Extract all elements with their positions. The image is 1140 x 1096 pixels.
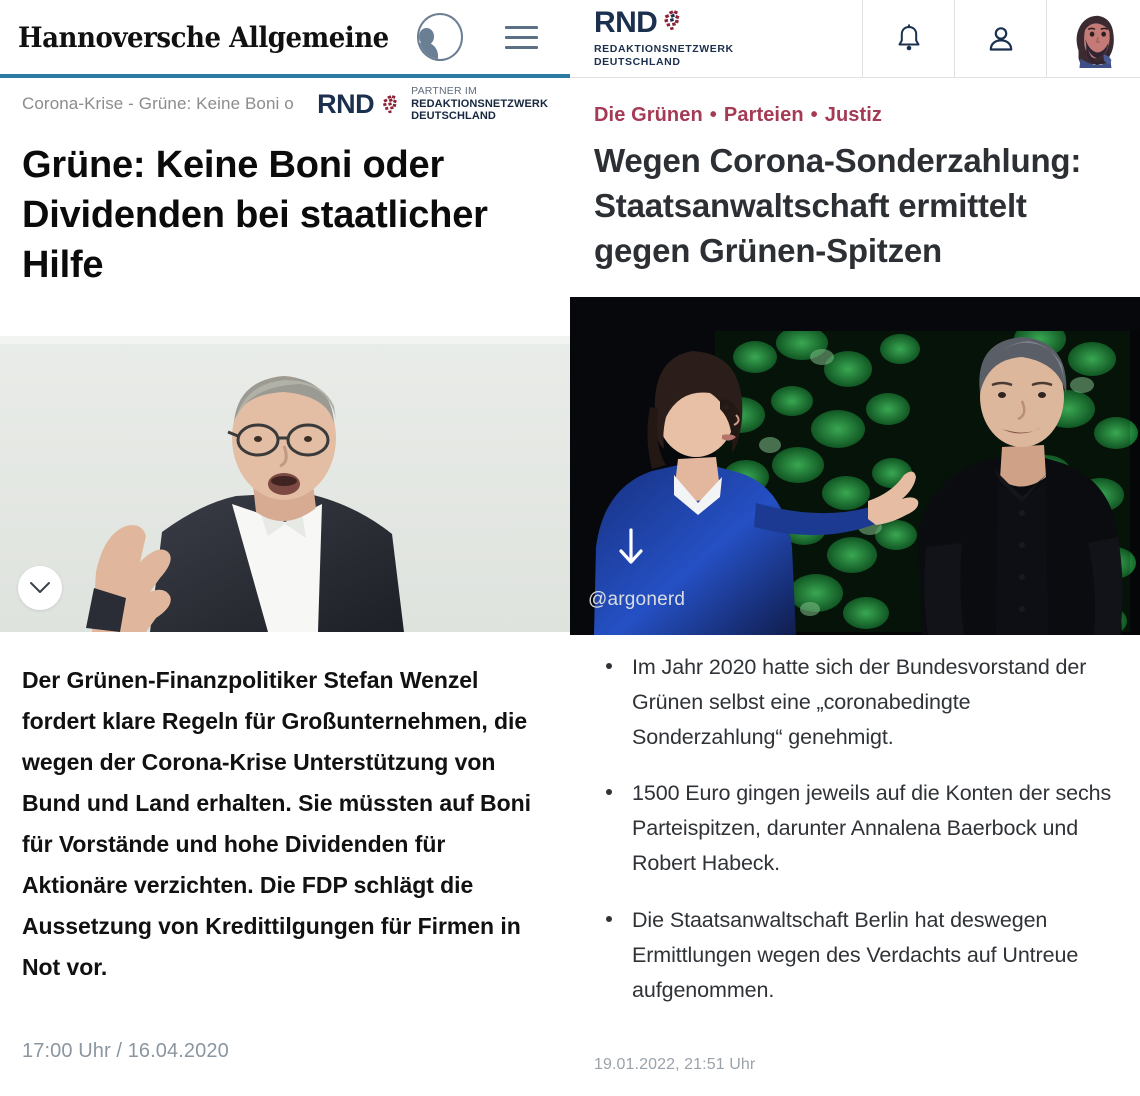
rnd-logo[interactable]: RND	[570, 0, 862, 77]
partner-line-2: REDAKTIONSNETZWERK	[411, 97, 548, 110]
ha-kicker-row: Corona-Krise - Grüne: Keine Boni o RND	[0, 78, 570, 134]
partner-line-3: DEUTSCHLAND	[411, 110, 496, 123]
account-button[interactable]	[954, 0, 1046, 77]
burger-line-3	[505, 45, 538, 49]
image-watermark: @argonerd	[588, 589, 686, 610]
list-item: Die Staatsanwaltschaft Berlin hat desweg…	[600, 903, 1118, 1007]
list-item: 1500 Euro gingen jeweils auf die Konten …	[600, 776, 1118, 880]
rnd-logo-subtitle: REDAKTIONSNETZWERK DEUTSCHLAND	[594, 43, 734, 69]
partner-text-block: PARTNER IM REDAKTIONSNETZWERK DEUTSCHLAN…	[411, 85, 548, 123]
page-title: Wegen Corona-Sonderzahlung: Staatsanwalt…	[594, 142, 1082, 269]
rnd-sub-line-2: DEUTSCHLAND	[594, 56, 681, 68]
rnd-logo-top: RND	[594, 5, 734, 39]
breadcrumb-separator-0: •	[709, 104, 717, 126]
rnd-wordmark: RND	[594, 5, 658, 39]
article-teaser: Der Grünen-Finanzpolitiker Stefan Wenzel…	[22, 667, 531, 980]
article-timestamp: 17:00 Uhr / 16.04.2020	[22, 1040, 229, 1062]
notifications-button[interactable]	[862, 0, 954, 77]
breadcrumb-separator-1: •	[810, 104, 818, 126]
hamburger-menu-icon[interactable]	[505, 25, 538, 49]
burger-line-1	[505, 25, 538, 29]
breadcrumb-item-2[interactable]: Justiz	[824, 104, 883, 126]
ha-logo[interactable]: Hannoversche Allgemeine	[18, 20, 389, 54]
article-timestamp: 19.01.2022, 21:51 Uhr	[594, 1056, 756, 1073]
rnd-globe-icon	[661, 8, 685, 37]
download-image-button[interactable]	[618, 528, 644, 573]
ha-site-header: Hannoversche Allgemeine	[0, 0, 570, 74]
rnd-site-header: RND	[570, 0, 1140, 78]
avatar-head-shape	[418, 28, 435, 45]
article-summary-list: Im Jahr 2020 hatte sich der Bundesvorsta…	[570, 650, 1140, 1029]
rnd-wordmark: RND	[317, 88, 375, 119]
hero-image-graphic	[570, 297, 1140, 635]
hero-image-graphic	[0, 336, 570, 632]
right-article-column: RND	[570, 0, 1140, 1096]
partner-line-1: PARTNER IM	[411, 85, 477, 97]
user-avatar-icon[interactable]	[416, 13, 464, 61]
article-hero-image[interactable]	[0, 336, 570, 632]
rnd-logo-inner: RND	[594, 5, 734, 69]
category-breadcrumb[interactable]: Die Grünen • Parteien • Justiz	[570, 78, 1140, 127]
download-arrow-icon	[619, 528, 643, 564]
page-title: Grüne: Keine Boni oder Dividenden bei st…	[22, 144, 488, 287]
breadcrumb[interactable]: Corona-Krise - Grüne: Keine Boni o	[22, 94, 294, 113]
burger-line-2	[505, 35, 538, 39]
article-hero-image[interactable]: @argonerd	[570, 297, 1140, 635]
rnd-partner-badge: RND	[307, 85, 548, 123]
rnd-globe-icon	[380, 93, 402, 115]
user-account-icon	[989, 26, 1012, 51]
rnd-sub-line-1: REDAKTIONSNETZWERK	[594, 42, 734, 55]
profile-avatar-illustration	[1076, 15, 1114, 68]
breadcrumb-item-0[interactable]: Die Grünen	[594, 104, 703, 126]
avatar-body-shape	[418, 42, 439, 59]
notification-bell-icon	[898, 23, 919, 50]
ha-header-divider	[0, 74, 570, 78]
chevron-down-icon	[30, 582, 50, 593]
breadcrumb-item-1[interactable]: Parteien	[723, 104, 804, 126]
expand-image-button[interactable]	[18, 566, 62, 610]
list-item: Im Jahr 2020 hatte sich der Bundesvorsta…	[600, 650, 1118, 754]
left-article-column: Hannoversche Allgemeine Corona-Krise - G…	[0, 0, 570, 1062]
profile-avatar-button[interactable]	[1046, 0, 1140, 77]
